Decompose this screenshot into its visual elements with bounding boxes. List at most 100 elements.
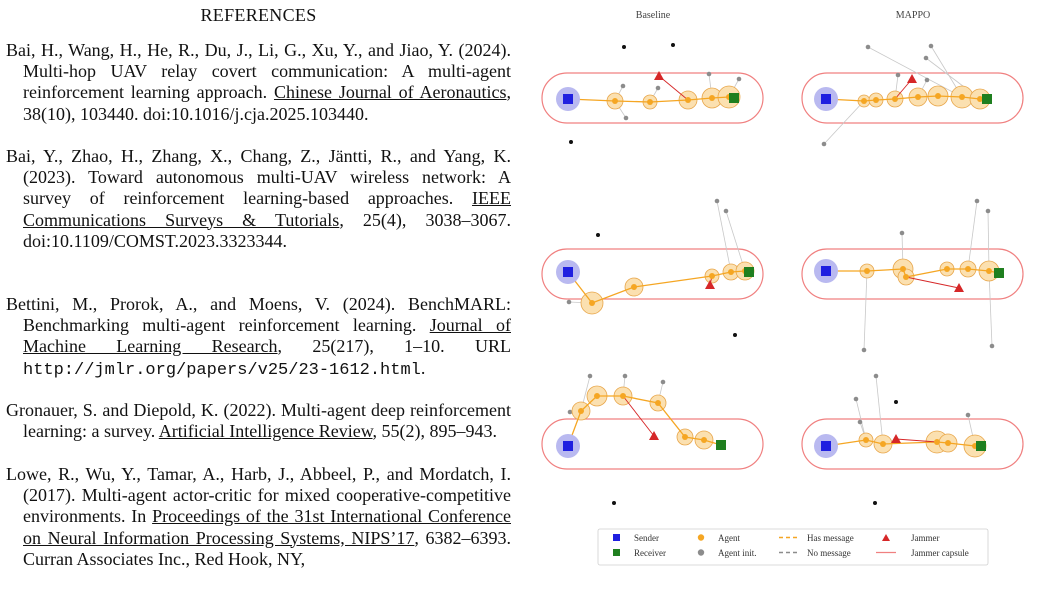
agent-point — [620, 393, 626, 399]
agent-init-point — [873, 373, 879, 379]
agent-init-point — [723, 208, 729, 214]
references-column: REFERENCES Bai, H., Wang, H., He, R., Du… — [6, 0, 511, 590]
reference-text: Bai, H., Wang, H., He, R., Du, J., Li, G… — [6, 40, 511, 103]
agent-point — [892, 96, 898, 102]
agent-point — [965, 266, 971, 272]
stray-point — [612, 501, 616, 505]
agent-init-point — [928, 43, 934, 49]
has-message-path — [567, 395, 722, 447]
agent-point — [873, 97, 879, 103]
jammer-link — [895, 438, 938, 443]
legend-no-message-label: No message — [807, 548, 851, 558]
no-message-link — [875, 375, 884, 445]
sender-marker — [821, 94, 831, 104]
reference-text: , 25(4), 3038–3067. doi:10.1109/COMST.20… — [23, 209, 511, 251]
jammer-marker — [907, 74, 917, 83]
sender-marker — [563, 94, 573, 104]
no-message-link — [967, 200, 978, 270]
references-heading: REFERENCES — [200, 5, 317, 25]
jammer-capsule — [801, 72, 1024, 124]
receiver-marker — [994, 268, 1004, 278]
legend-agent-init-label: Agent init. — [718, 548, 757, 558]
agent-point — [915, 94, 921, 100]
stray-point — [733, 333, 737, 337]
jammer-link — [622, 395, 655, 437]
receiver-marker-icon — [613, 549, 620, 556]
reference-venue-link[interactable]: Journal of Machine Learning Research — [23, 315, 511, 357]
sender-marker — [821, 266, 831, 276]
reference-text: Lowe, R., Wu, Y., Tamar, A., Harb, J., A… — [6, 464, 511, 527]
agent-init-point — [857, 419, 863, 425]
no-message-link — [725, 210, 746, 272]
reference-text: , 55(2), 895–943. — [372, 421, 498, 442]
reference-url-link[interactable]: http://jmlr.org/papers/v25/23-1612.html — [23, 360, 421, 380]
agent-point — [728, 269, 734, 275]
agent-marker-icon — [697, 534, 705, 541]
jammer-marker — [954, 283, 964, 292]
agent-init-point — [853, 396, 859, 402]
legend-jammer-capsule-label: Jammer capsule — [911, 548, 969, 558]
legend-receiver-label: Receiver — [634, 548, 666, 558]
jammer-capsule — [541, 72, 764, 124]
no-message-link — [867, 46, 963, 98]
agent-point — [986, 268, 992, 274]
reference-entry: Bettini, M., Prorok, A., and Moens, V. (… — [6, 294, 511, 380]
reference-entry: Bai, Y., Zhao, H., Zhang, X., Chang, Z.,… — [6, 146, 511, 252]
reference-venue-link[interactable]: IEEE Communications Surveys & Tutorials — [23, 188, 511, 230]
jammer-marker — [649, 431, 659, 440]
agent-point — [903, 274, 909, 280]
receiver-marker — [729, 93, 739, 103]
agent-point — [880, 441, 886, 447]
agent-point — [977, 96, 983, 102]
legend-box — [597, 528, 989, 566]
simulation-figure: Baseline MAPPO Sender Receiver Agent Age… — [528, 0, 1039, 590]
reference-entry: Bai, H., Wang, H., He, R., Du, J., Li, G… — [6, 40, 511, 125]
agent-point — [863, 437, 869, 443]
sender-marker — [563, 267, 573, 277]
agent-init-point — [865, 44, 871, 50]
reference-venue-link[interactable]: Proceedings of the 31st International Co… — [23, 506, 511, 548]
agent-init-point — [974, 198, 980, 204]
jammer-marker-icon — [882, 534, 890, 541]
agent-init-point — [660, 379, 666, 385]
agent-point — [864, 268, 870, 274]
agent-point — [959, 94, 965, 100]
sender-marker — [821, 441, 831, 451]
agent-point — [612, 98, 618, 104]
reference-text: Bettini, M., Prorok, A., and Moens, V. (… — [6, 294, 511, 336]
agent-init-point — [706, 71, 712, 77]
receiver-marker — [976, 441, 986, 451]
receiver-marker — [744, 267, 754, 277]
legend-has-message-label: Has message — [807, 533, 854, 543]
agent-init-point — [622, 373, 628, 379]
agent-point — [935, 93, 941, 99]
no-message-link — [988, 270, 993, 347]
reference-venue-link[interactable]: Chinese Journal of Aeronautics — [273, 82, 507, 103]
jammer-link — [905, 276, 960, 289]
agent-point — [709, 273, 715, 279]
agent-point — [861, 98, 867, 104]
agent-init-point — [861, 347, 867, 353]
agent-init-point — [587, 373, 593, 379]
agent-point — [709, 95, 715, 101]
agent-point — [934, 439, 940, 445]
agent-init-point — [965, 412, 971, 418]
agent-point — [685, 97, 691, 103]
receiver-marker — [716, 440, 726, 450]
agent-point — [594, 393, 600, 399]
no-message-link — [823, 100, 865, 145]
agent-init-point — [989, 343, 995, 349]
jammer-marker — [705, 280, 715, 289]
has-message-path — [826, 268, 1000, 278]
reference-text: , 38(10), 103440. doi:10.1016/j.cja.2025… — [23, 82, 511, 124]
agent-point — [682, 434, 688, 440]
reference-venue-link[interactable]: Artificial Intelligence Review — [158, 421, 373, 442]
agent-init-marker-icon — [697, 549, 705, 556]
panels-group — [541, 43, 1024, 505]
agent-init-point — [655, 85, 661, 91]
agent-init-point — [895, 72, 901, 78]
reference-text: , 6382–6393. Curran Associates Inc., Red… — [23, 527, 511, 569]
reference-text: Gronauer, S. and Diepold, K. (2022). Mul… — [6, 400, 511, 442]
reference-text: Bai, Y., Zhao, H., Zhang, X., Chang, Z.,… — [6, 146, 511, 209]
has-message-path — [825, 439, 981, 447]
